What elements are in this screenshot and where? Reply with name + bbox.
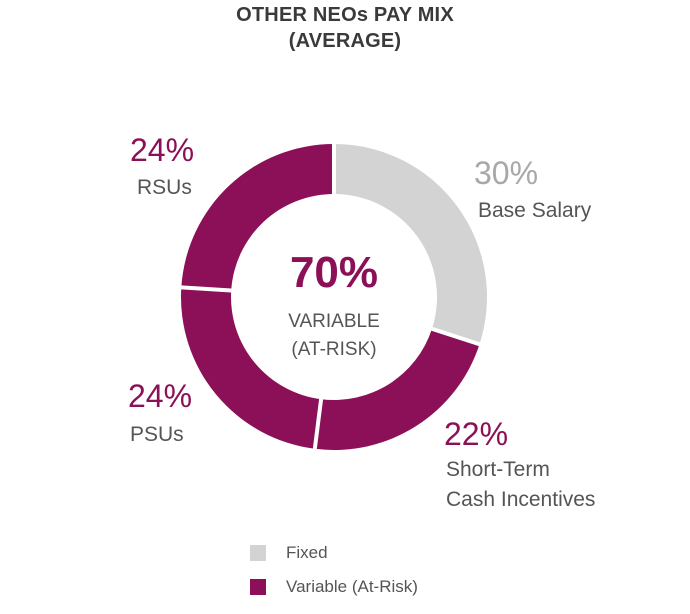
slice-label-line: Cash Incentives [446, 488, 596, 511]
center-label-line: VARIABLE [288, 311, 380, 332]
donut-slice-rsus [181, 144, 334, 291]
center-label-line: (AT-RISK) [291, 339, 377, 360]
donut-slice-base-salary [334, 144, 488, 345]
donut-slice-separator [312, 396, 324, 452]
slice-pct-rsus: 24% [130, 132, 195, 168]
slice-label-line: RSUs [137, 176, 192, 199]
center-value: 70% [289, 248, 379, 297]
slice-label-line: PSUs [130, 423, 184, 446]
slice-label-short-term: Short-Term Cash Incentives [446, 455, 595, 515]
slice-label-base-salary: Base Salary [478, 196, 591, 226]
donut-slice-psus [181, 287, 322, 449]
legend-label-fixed: Fixed [286, 543, 328, 562]
legend-item-variable: Variable (At-Risk) [250, 576, 418, 598]
donut-slice-separator [179, 285, 234, 293]
chart-title-line-1: OTHER NEOs PAY MIX [236, 4, 454, 26]
legend-swatch-variable [250, 579, 266, 595]
slice-label-psus: PSUs [130, 420, 184, 450]
legend-item-fixed: Fixed [250, 542, 328, 564]
donut-slice-short-term-cash-incentives [314, 328, 480, 450]
slice-label-rsus: RSUs [137, 173, 192, 203]
slice-label-line: Base Salary [478, 199, 592, 222]
center-label: VARIABLE (AT-RISK) [234, 308, 434, 364]
chart-title-line-2: (AVERAGE) [288, 30, 402, 52]
slice-pct-psus: 24% [128, 378, 193, 414]
legend-swatch-fixed [250, 545, 266, 561]
donut-slice-separator [429, 326, 483, 347]
legend-label-variable: Variable (At-Risk) [286, 577, 418, 596]
slice-label-line: Short-Term [446, 458, 550, 481]
slice-pct-base-salary: 30% [474, 155, 539, 191]
slice-pct-short-term: 22% [444, 416, 509, 452]
